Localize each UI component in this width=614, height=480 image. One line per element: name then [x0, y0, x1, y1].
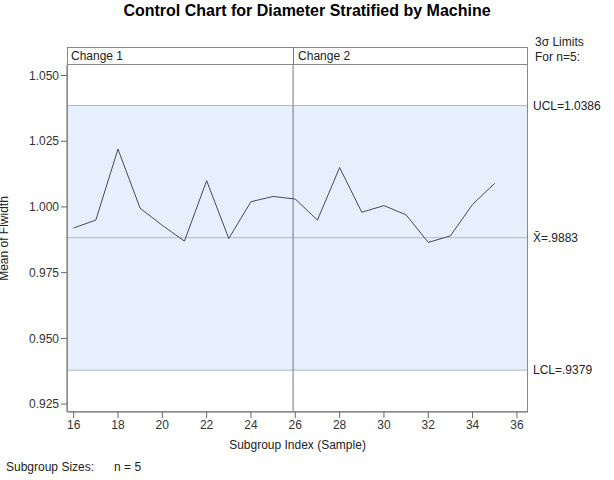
svg-text:32: 32	[422, 418, 436, 432]
svg-text:1.025: 1.025	[29, 134, 59, 148]
svg-text:0.975: 0.975	[29, 266, 59, 280]
svg-text:LCL=.9379: LCL=.9379	[533, 363, 592, 377]
html-text:Subgroup Sizes:: Subgroup Sizes:	[6, 460, 95, 474]
svg-text:34: 34	[466, 418, 480, 432]
svg-text:36: 36	[510, 418, 524, 432]
svg-text:24: 24	[244, 418, 258, 432]
svg-text:26: 26	[289, 418, 303, 432]
svg-text:22: 22	[200, 418, 214, 432]
svg-text:1.000: 1.000	[29, 200, 59, 214]
html-text:Change 1: Change 1	[71, 49, 123, 63]
html-text:Change 2: Change 2	[298, 49, 351, 63]
svg-text:1.050: 1.050	[29, 69, 59, 83]
svg-text:0.925: 0.925	[29, 397, 59, 411]
svg-text:X̄=.9883: X̄=.9883	[533, 231, 578, 245]
svg-text:30: 30	[377, 418, 391, 432]
html-text:Control Chart for Diameter Str: Control Chart for Diameter Stratified by…	[123, 2, 491, 19]
svg-text:UCL=1.0386: UCL=1.0386	[533, 99, 601, 113]
svg-text:18: 18	[111, 418, 125, 432]
html-text:For n=5:: For n=5:	[535, 50, 580, 64]
svg-text:Mean of Flwidth: Mean of Flwidth	[8, 196, 11, 281]
html-text:n = 5: n = 5	[114, 460, 142, 474]
svg-text:28: 28	[333, 418, 347, 432]
svg-text:0.950: 0.950	[29, 332, 59, 346]
svg-text:20: 20	[156, 418, 170, 432]
svg-text:Subgroup Index (Sample): Subgroup Index (Sample)	[229, 438, 366, 452]
html-text:3σ Limits: 3σ Limits	[535, 35, 584, 49]
svg-text:16: 16	[67, 418, 81, 432]
